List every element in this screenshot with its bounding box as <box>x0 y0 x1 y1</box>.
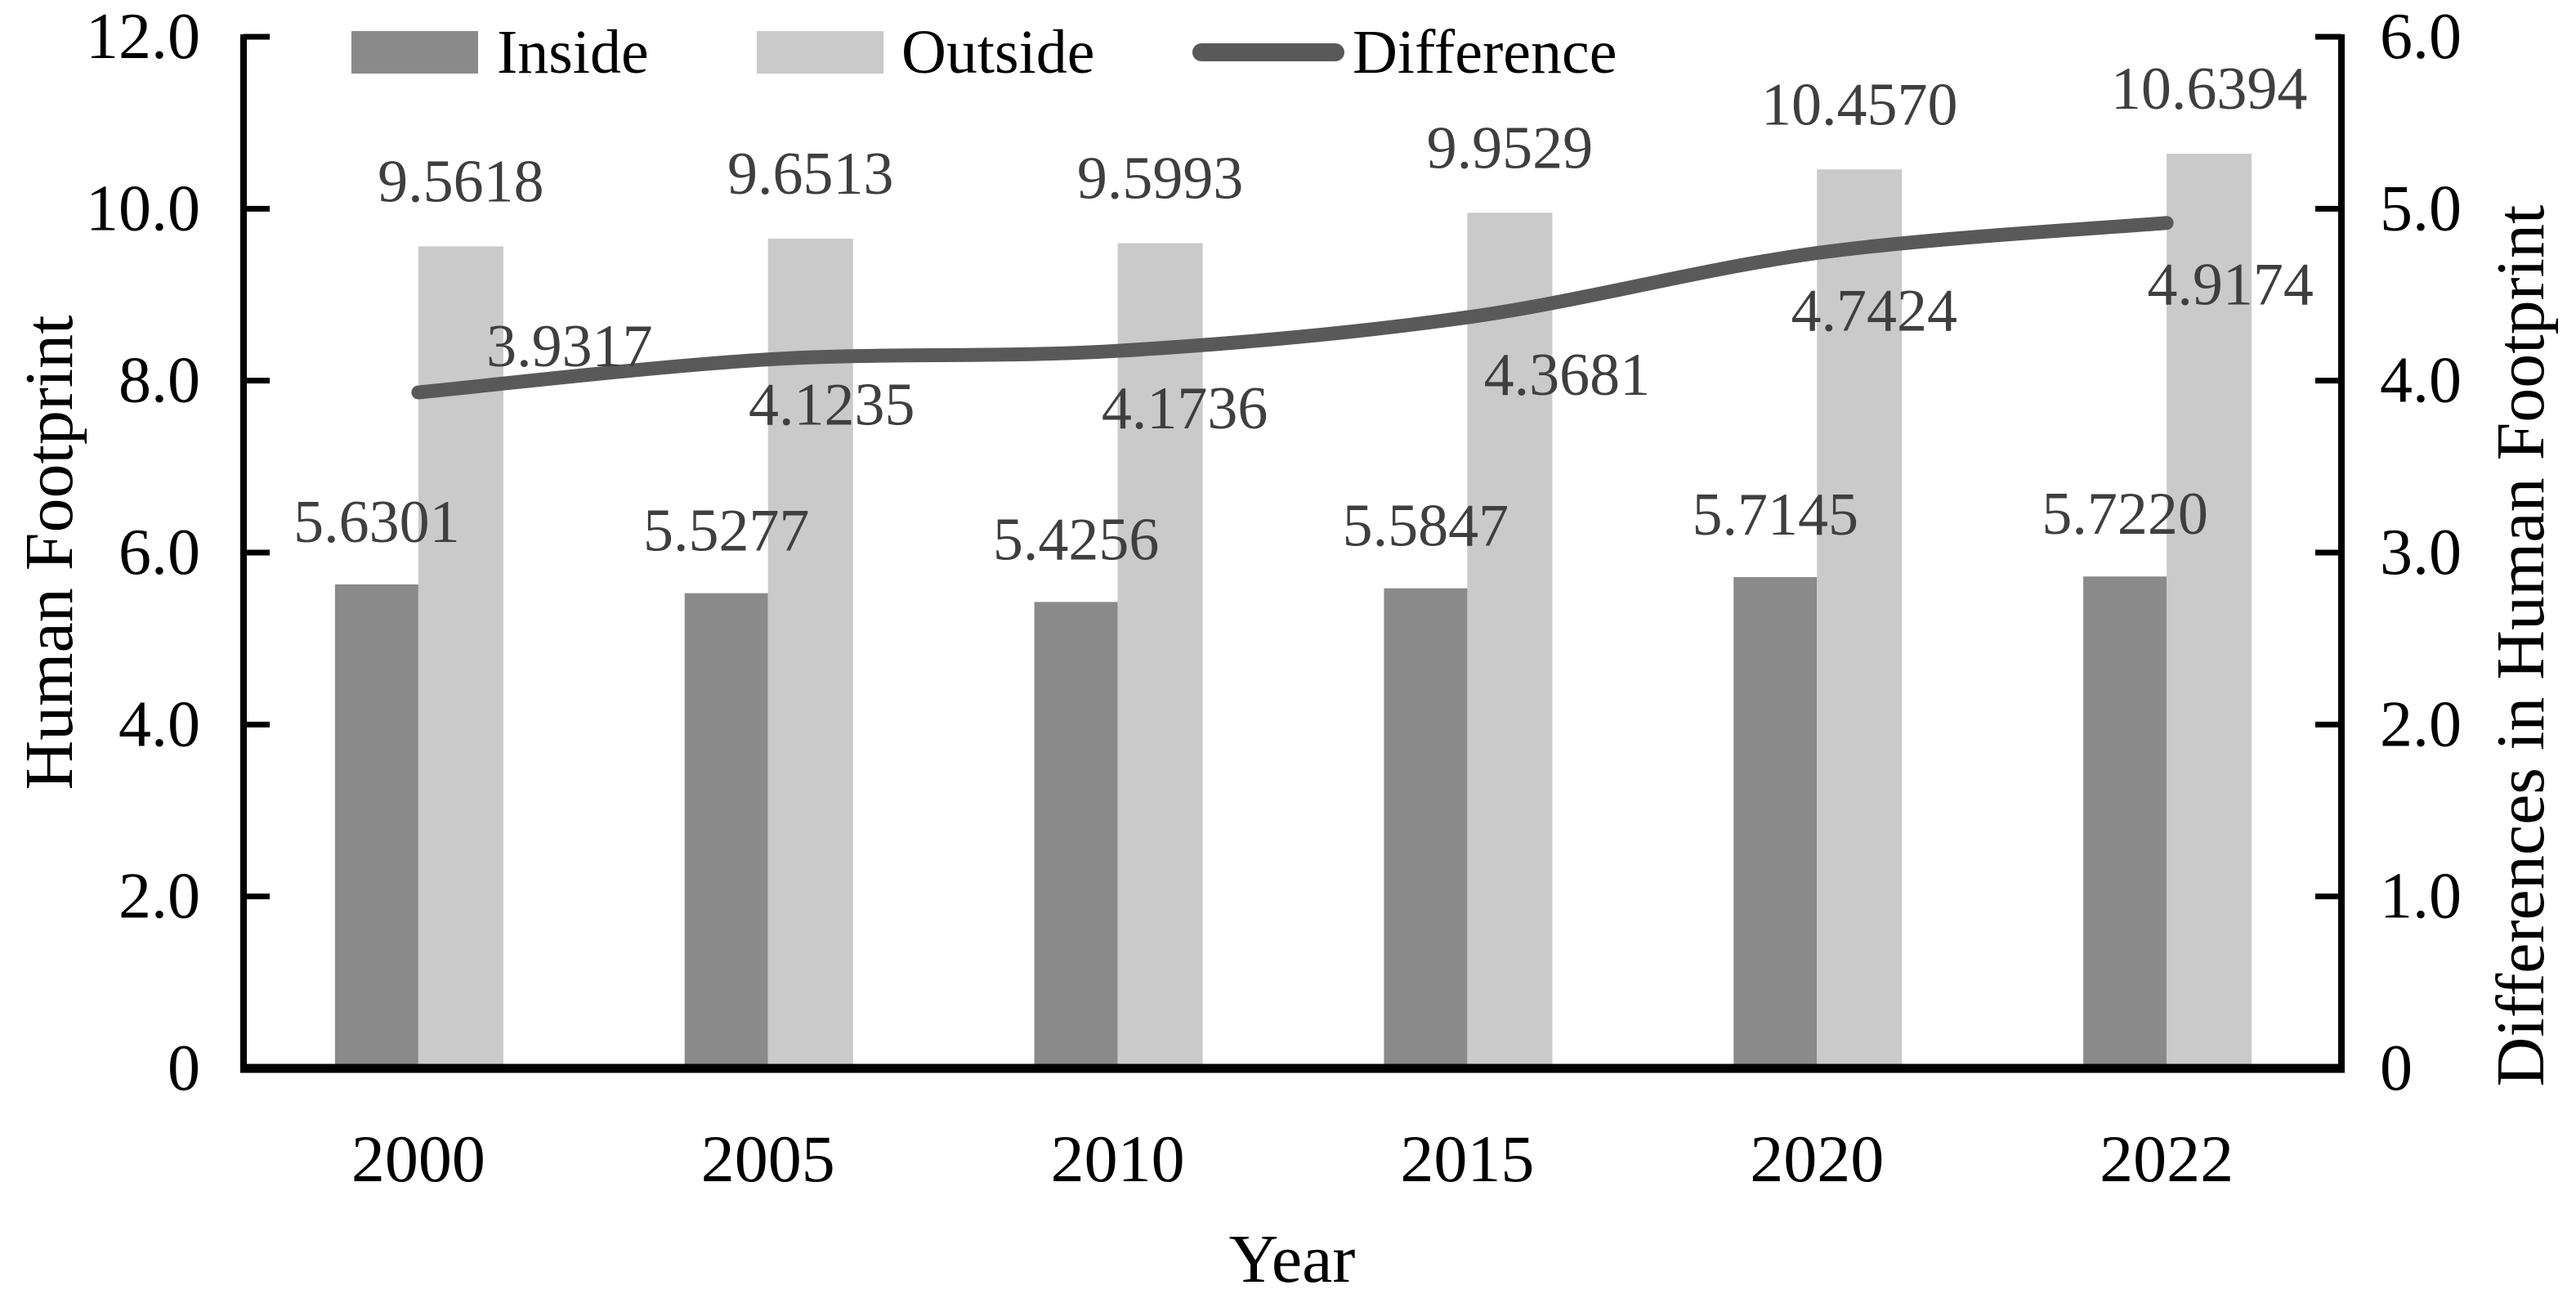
difference-line <box>411 216 2174 400</box>
line-label-difference-2015: 4.3681 <box>1484 342 1651 409</box>
legend-swatch-outside <box>757 31 883 74</box>
bar-label-inside-2022: 5.7220 <box>2042 481 2208 548</box>
bar-label-inside-2020: 5.7145 <box>1693 481 1859 548</box>
bar-label-outside-2000: 9.5618 <box>378 148 544 215</box>
bar-label-inside-2000: 5.6301 <box>293 489 460 556</box>
x-tick-label-2010: 2010 <box>1051 1122 1185 1196</box>
bar-label-outside-2022: 10.6394 <box>2111 56 2308 123</box>
left-axis-tick-label: 10.0 <box>86 172 200 244</box>
bar-inside-2015 <box>1384 588 1468 1068</box>
right-axis-tick-label: 3.0 <box>2380 517 2462 589</box>
right-axis-tick-label: 5.0 <box>2380 172 2462 244</box>
legend: Inside Outside Difference <box>351 18 1617 87</box>
legend-label-difference: Difference <box>1353 18 1617 87</box>
bar-outside-2020 <box>1817 169 1903 1068</box>
left-axis-tick-label: 4.0 <box>119 688 200 760</box>
left-axis-tick-label: 12.0 <box>86 1 200 73</box>
bar-outside-2005 <box>767 239 853 1068</box>
right-axis-tick-label: 6.0 <box>2380 1 2462 73</box>
legend-swatch-inside <box>351 31 478 74</box>
bar-inside-2005 <box>684 593 768 1068</box>
bar-outside-2010 <box>1117 243 1203 1068</box>
x-tick-label-2022: 2022 <box>2100 1122 2234 1196</box>
line-label-difference-2000: 3.9317 <box>486 313 653 380</box>
bar-label-outside-2020: 10.4570 <box>1761 71 1958 138</box>
left-axis-tick-label: 0 <box>168 1032 200 1104</box>
left-axis-tick-label: 8.0 <box>119 345 200 417</box>
bar-inside-2000 <box>334 584 418 1068</box>
left-axis-tick-label: 2.0 <box>119 861 200 933</box>
bar-label-inside-2010: 5.4256 <box>993 506 1160 573</box>
right-axis-title: Differences in Human Footprint <box>2483 205 2559 1087</box>
bar-label-outside-2005: 9.6513 <box>727 141 894 208</box>
x-tick-label-2005: 2005 <box>701 1122 835 1196</box>
line-label-difference-2010: 4.1736 <box>1102 375 1268 442</box>
x-tick-label-2000: 2000 <box>351 1122 485 1196</box>
legend-label-outside: Outside <box>901 18 1094 87</box>
plot-area: 0 2.0 4.0 6.0 8.0 10.0 12.0 0 1.0 2.0 3.0 4.0 5.0 6.0… <box>86 1 2462 1196</box>
bar-label-inside-2005: 5.5277 <box>643 498 810 565</box>
x-axis-title: Year <box>1229 1221 1356 1294</box>
right-axis-tick-label: 0 <box>2380 1032 2413 1104</box>
right-axis-tick-label: 1.0 <box>2380 861 2462 933</box>
left-axis-title: Human Footprint <box>11 316 87 790</box>
bar-label-inside-2015: 5.5847 <box>1343 493 1509 560</box>
x-tick-label-2020: 2020 <box>1750 1122 1884 1196</box>
line-label-difference-2005: 4.1235 <box>749 372 915 439</box>
bar-inside-2010 <box>1034 602 1118 1068</box>
bar-label-outside-2015: 9.9529 <box>1427 114 1594 181</box>
line-label-difference-2022: 4.9174 <box>2147 252 2314 319</box>
line-label-difference-2020: 4.7424 <box>1791 278 1958 345</box>
axes <box>240 34 2345 1073</box>
right-axis-tick-label: 4.0 <box>2380 345 2462 417</box>
right-axis-tick-label: 2.0 <box>2380 688 2462 760</box>
bar-outside-2015 <box>1467 213 1553 1069</box>
left-axis-tick-label: 6.0 <box>119 517 200 589</box>
x-tick-label-2015: 2015 <box>1400 1122 1534 1196</box>
bar-outside-2022 <box>2167 154 2252 1069</box>
bar-inside-2022 <box>2083 576 2167 1068</box>
bar-label-outside-2010: 9.5993 <box>1077 145 1244 212</box>
bar-inside-2020 <box>1733 577 1818 1068</box>
legend-label-inside: Inside <box>497 18 649 87</box>
